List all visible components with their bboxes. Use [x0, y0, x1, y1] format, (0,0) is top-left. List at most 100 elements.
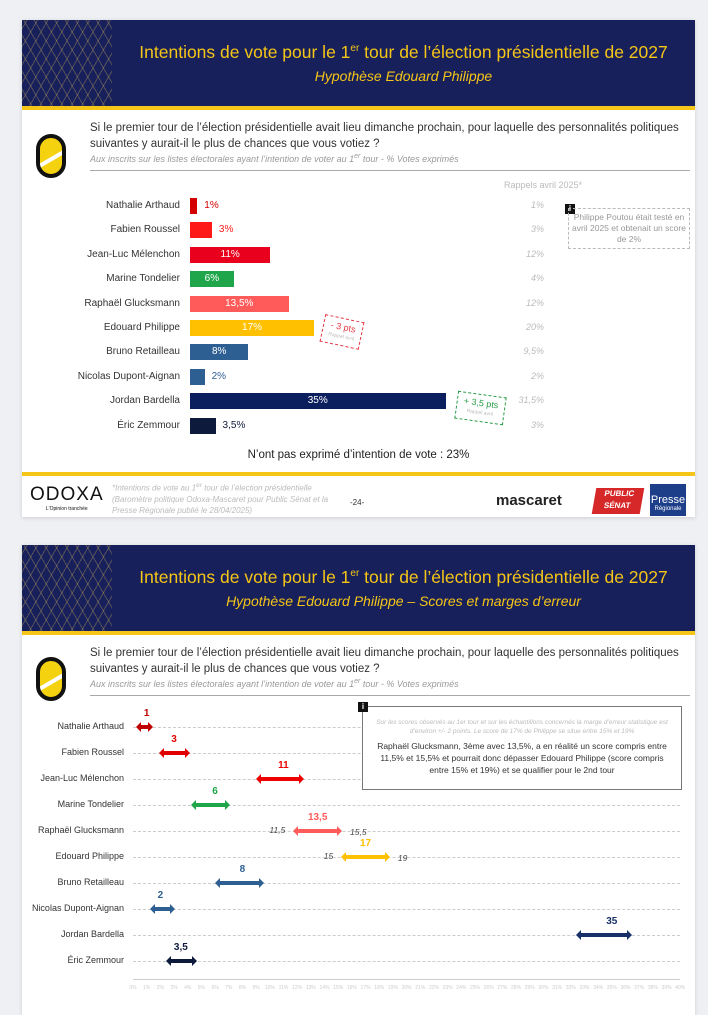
public-senat-logo: PUBLIC SÉNAT: [591, 488, 645, 514]
bar-value: 3,5%: [222, 419, 246, 431]
error-bar: [256, 774, 305, 784]
x-tick-label: 37%: [634, 985, 645, 991]
bar-label: Raphaël Glucksmann: [84, 297, 180, 309]
x-tick-label: 6%: [211, 985, 219, 991]
bar-value: 17%: [242, 322, 263, 333]
margin-info-box: Sur les scores observés au 1er tour et s…: [362, 706, 682, 790]
rappel-value: 9,5%: [523, 346, 544, 357]
bar-value: 8%: [211, 346, 227, 358]
info-icon: i: [358, 702, 368, 712]
row-label: Nicolas Dupont-Aignan: [31, 903, 124, 913]
no-intention-text: N’ont pas exprimé d’intention de vote : …: [247, 449, 470, 461]
x-axis: [133, 979, 681, 980]
base-note: Aux inscrits sur les listes électorales …: [90, 153, 459, 164]
error-bar: [149, 904, 176, 914]
row-label: Raphaël Glucksmann: [37, 825, 124, 835]
rappels-header: Rappels avril 2025*: [503, 180, 582, 190]
x-tick-label: 29%: [524, 985, 535, 991]
gridline: [133, 935, 681, 936]
slide-title: Intentions de vote pour le 1er tour de l…: [139, 567, 668, 587]
score-label: 17: [359, 838, 372, 849]
bar-label: Edouard Philippe: [103, 322, 180, 333]
page-number: -24-: [350, 498, 365, 507]
bar: [190, 222, 212, 239]
x-tick-label: 0%: [129, 985, 137, 991]
row-label: Nathalie Arthaud: [57, 721, 124, 731]
x-tick-label: 25%: [469, 985, 481, 991]
bar-value: 2%: [211, 370, 227, 382]
x-tick-label: 33%: [579, 985, 590, 991]
error-bar: [293, 826, 342, 836]
x-tick-label: 19%: [387, 985, 398, 991]
score-label: 6: [212, 786, 218, 797]
row-label: Fabien Roussel: [61, 747, 124, 757]
x-tick-label: 1%: [143, 985, 151, 991]
slide-subtitle: Hypothèse Edouard Philippe: [314, 68, 493, 84]
x-tick-label: 31%: [552, 985, 563, 991]
x-tick-label: 34%: [593, 985, 604, 991]
x-tick-label: 39%: [661, 985, 672, 991]
bar-label: Bruno Retailleau: [106, 346, 180, 358]
rappel-value: 31,5%: [518, 395, 544, 406]
slide-1: Intentions de vote pour le 1er tour de l…: [22, 20, 695, 517]
stamp-philippe-change: - 3 pts Rappel avril: [319, 314, 365, 350]
score-label: 3,5: [173, 942, 188, 953]
rappel-value: 2%: [530, 370, 544, 381]
x-tick-label: 35%: [606, 985, 617, 991]
bar: [190, 271, 234, 288]
error-bar: [190, 800, 231, 810]
slide-subtitle: Hypothèse Edouard Philippe – Scores et m…: [226, 593, 581, 609]
high-bound-label: 15,5: [350, 827, 367, 837]
bar-value: 6%: [204, 273, 220, 285]
bar-value: 13,5%: [225, 297, 254, 309]
bar-value: 1%: [204, 200, 219, 211]
bar-label: Jordan Bardella: [109, 395, 180, 407]
rappel-value: 20%: [525, 322, 544, 332]
bar-label: Nicolas Dupont-Aignan: [77, 370, 180, 382]
question: Si le premier tour de l’élection préside…: [90, 122, 679, 150]
header-pattern: [22, 20, 112, 106]
bar: [190, 344, 249, 361]
x-tick-label: 8%: [238, 985, 247, 991]
high-bound-label: 19: [397, 853, 408, 863]
bar: [190, 320, 315, 336]
bar-label: Éric Zemmour: [117, 419, 180, 431]
mascaret-logo: mascaret: [496, 492, 562, 509]
footer-bar: [22, 472, 695, 476]
bar-value: 11%: [220, 248, 240, 260]
question: Si le premier tour de l’élection préside…: [90, 647, 679, 675]
rappel-value: 3%: [530, 419, 544, 430]
error-bar: [166, 956, 197, 966]
row-label: Jordan Bardella: [60, 929, 124, 939]
bar: [190, 417, 216, 434]
x-tick-label: 22%: [428, 985, 439, 991]
x-tick-label: 21%: [415, 985, 426, 991]
slide-title: Intentions de vote pour le 1er tour de l…: [139, 42, 668, 62]
x-tick-label: 27%: [497, 985, 508, 991]
odoxa-emblem-icon: [36, 134, 66, 178]
x-tick-label: 17%: [360, 985, 371, 991]
row-label: Marine Tondelier: [57, 799, 124, 809]
footnote: *Intentions de vote au 1er tour de l’éle…: [112, 482, 329, 515]
slide-2: Intentions de vote pour le 1er tour de l…: [22, 545, 695, 1015]
slide-header: Intentions de vote pour le 1er tour de l…: [22, 545, 695, 635]
row-label: Edouard Philippe: [55, 851, 124, 861]
x-tick-label: 36%: [620, 985, 631, 991]
x-tick-label: 2%: [156, 985, 164, 991]
bar-label: Marine Tondelier: [106, 273, 180, 285]
x-tick-label: 9%: [252, 985, 260, 991]
score-label: 11: [278, 760, 289, 771]
gridline: [133, 805, 681, 806]
x-tick-label: 4%: [184, 985, 192, 991]
x-tick-label: 12%: [292, 985, 303, 991]
score-label: 3: [171, 734, 177, 745]
x-tick-label: 10%: [264, 985, 275, 991]
x-tick-label: 3%: [170, 985, 178, 991]
gridline: [133, 909, 681, 910]
x-tick-label: 15%: [333, 985, 344, 991]
x-tick-label: 13%: [305, 985, 316, 991]
x-tick-label: 24%: [456, 985, 467, 991]
rappel-value: 12%: [525, 248, 544, 259]
rappel-value: 1%: [530, 200, 544, 210]
stamp-bardella-change: + 3,5 pts Rappel avril: [454, 390, 507, 426]
